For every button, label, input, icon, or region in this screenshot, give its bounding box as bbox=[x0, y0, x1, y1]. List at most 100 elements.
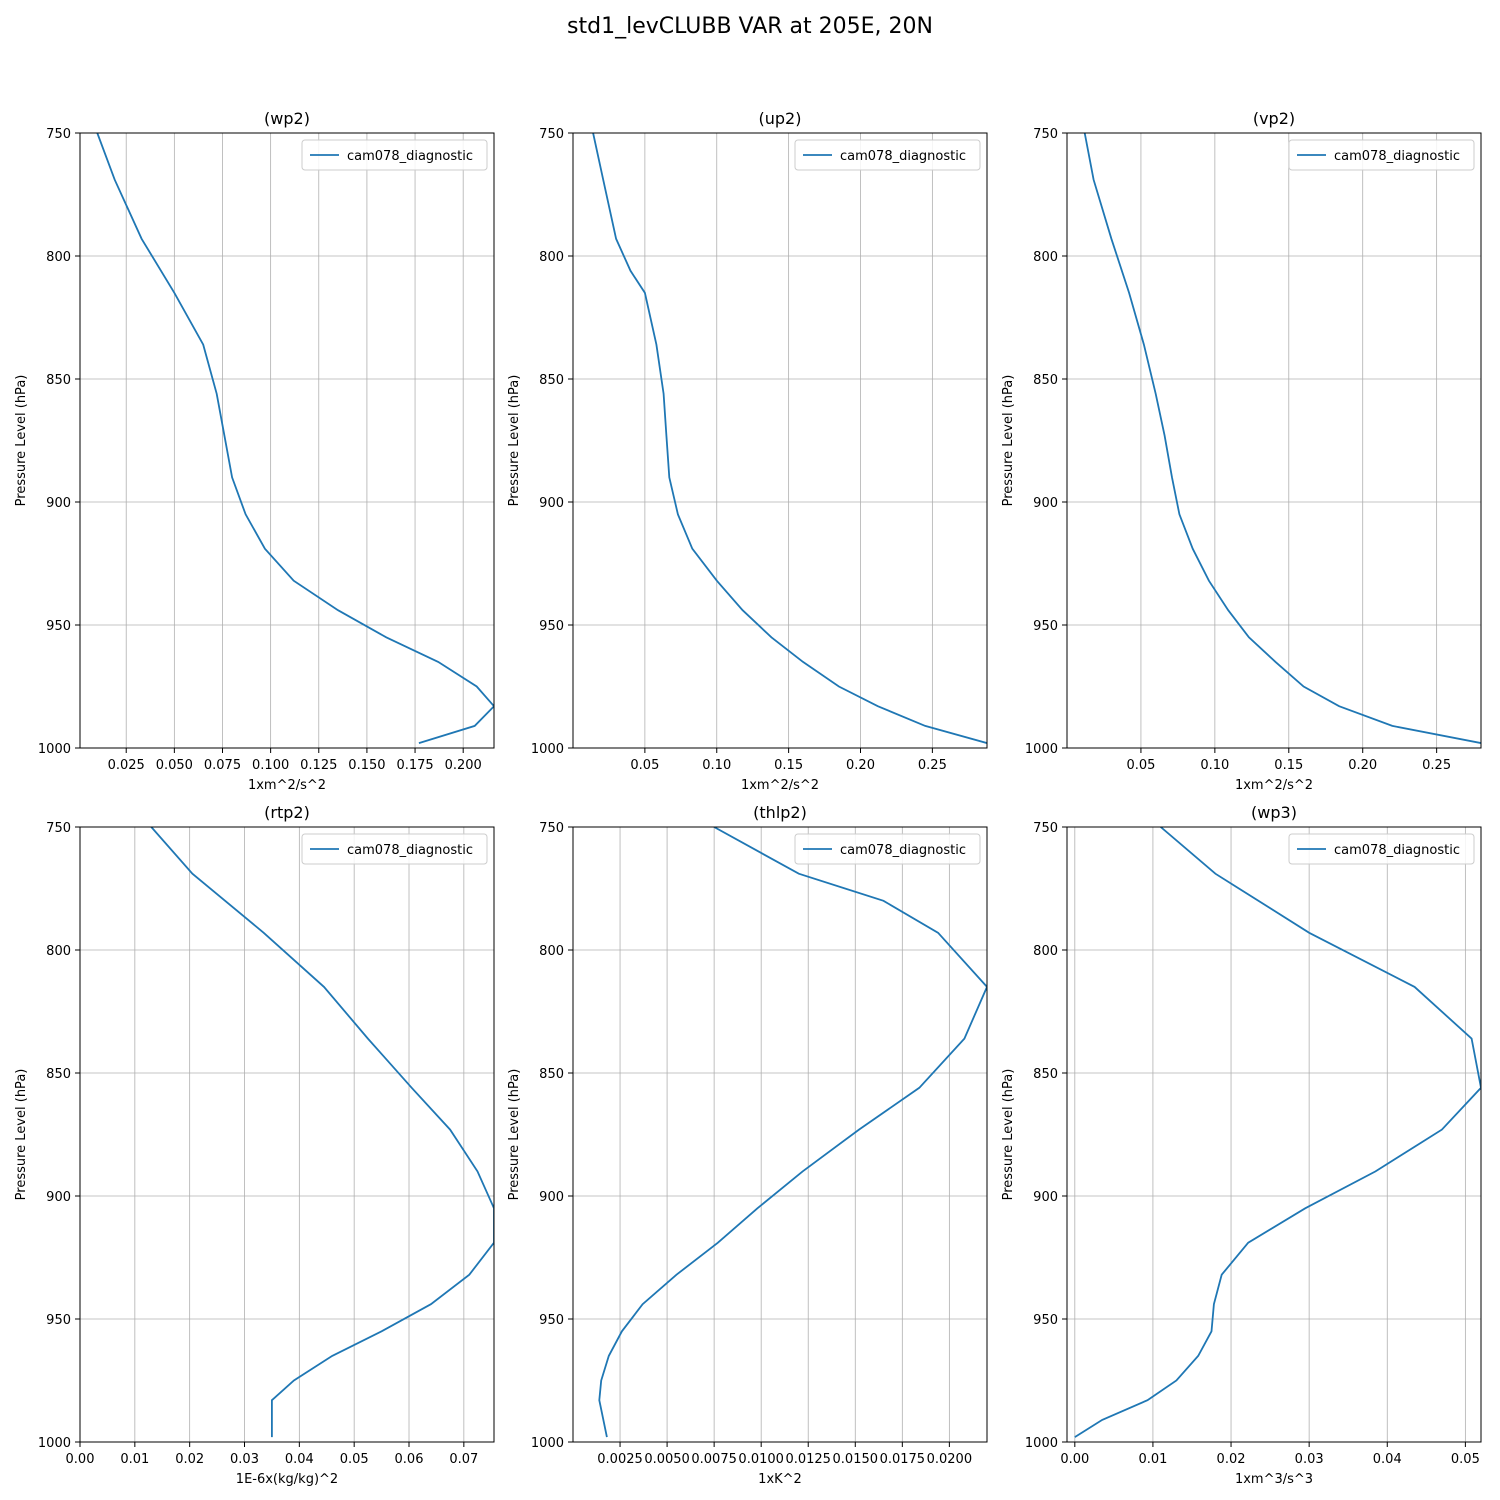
subplot-title: (up2) bbox=[759, 109, 802, 128]
x-tick-label: 0.10 bbox=[702, 758, 731, 773]
x-tick-label: 0.03 bbox=[1295, 1452, 1324, 1467]
x-tick-label: 0.0025 bbox=[597, 1452, 643, 1467]
x-axis-label: 1E-6x(kg/kg)^2 bbox=[236, 1472, 338, 1487]
x-axis-label: 1xm^3/s^3 bbox=[1235, 1472, 1313, 1487]
axes-frame bbox=[572, 132, 988, 749]
y-tick-label: 950 bbox=[46, 619, 71, 634]
y-tick-label: 900 bbox=[539, 496, 564, 511]
y-tick-label: 950 bbox=[1033, 1313, 1058, 1328]
y-tick-label: 850 bbox=[1033, 373, 1058, 388]
x-tick-label: 0.0200 bbox=[927, 1452, 973, 1467]
subplot-2: 0.05 0.10 0.15 0.20 0.25 750 800 850 900 950 1000 (… bbox=[507, 109, 988, 793]
x-axis-label: 1xm^2/s^2 bbox=[741, 778, 819, 793]
series-line bbox=[598, 827, 987, 1438]
x-tick-label: 0.06 bbox=[395, 1452, 424, 1467]
axes-frame bbox=[572, 826, 988, 1443]
x-tick-label: 0.20 bbox=[846, 758, 875, 773]
legend-label: cam078_diagnostic bbox=[347, 149, 473, 164]
x-tick-label: 0.10 bbox=[1200, 758, 1229, 773]
x-tick-label: 0.00 bbox=[1060, 1452, 1089, 1467]
axes-frame bbox=[79, 826, 495, 1443]
x-tick-label: 0.05 bbox=[1126, 758, 1155, 773]
x-tick-label: 0.04 bbox=[285, 1452, 314, 1467]
x-tick-label: 0.15 bbox=[774, 758, 803, 773]
y-tick-label: 850 bbox=[539, 373, 564, 388]
x-tick-label: 0.050 bbox=[156, 758, 193, 773]
y-tick-label: 900 bbox=[46, 496, 71, 511]
x-tick-label: 0.05 bbox=[630, 758, 659, 773]
subplot-title: (wp3) bbox=[1251, 803, 1297, 822]
legend: cam078_diagnostic bbox=[1288, 833, 1475, 865]
y-tick-label: 900 bbox=[1033, 1190, 1058, 1205]
y-tick-label: 900 bbox=[1033, 496, 1058, 511]
y-axis-label: Pressure Level (hPa) bbox=[1001, 375, 1016, 507]
x-tick-label: 0.025 bbox=[108, 758, 145, 773]
series-line bbox=[96, 133, 494, 744]
legend: cam078_diagnostic bbox=[301, 833, 488, 865]
x-tick-label: 0.175 bbox=[396, 758, 433, 773]
axes-frame bbox=[1066, 132, 1482, 749]
legend-box bbox=[794, 139, 981, 171]
y-tick-label: 950 bbox=[1033, 619, 1058, 634]
x-tick-label: 0.0150 bbox=[833, 1452, 879, 1467]
series-line bbox=[150, 827, 494, 1438]
x-tick-label: 0.05 bbox=[1451, 1452, 1480, 1467]
y-tick-label: 750 bbox=[1033, 821, 1058, 836]
y-tick-label: 1000 bbox=[531, 742, 564, 757]
y-tick-label: 850 bbox=[46, 1067, 71, 1082]
x-tick-label: 0.07 bbox=[449, 1452, 478, 1467]
y-tick-label: 1000 bbox=[531, 1436, 564, 1451]
x-tick-label: 0.0175 bbox=[880, 1452, 926, 1467]
y-tick-label: 750 bbox=[539, 821, 564, 836]
y-axis-label: Pressure Level (hPa) bbox=[1001, 1069, 1016, 1201]
y-tick-label: 800 bbox=[1033, 944, 1058, 959]
y-tick-label: 950 bbox=[539, 1313, 564, 1328]
legend-box bbox=[301, 139, 488, 171]
y-tick-label: 950 bbox=[539, 619, 564, 634]
y-tick-label: 800 bbox=[539, 944, 564, 959]
y-tick-label: 750 bbox=[46, 821, 71, 836]
x-tick-label: 0.04 bbox=[1373, 1452, 1402, 1467]
y-axis-label: Pressure Level (hPa) bbox=[14, 1069, 29, 1201]
y-tick-label: 800 bbox=[46, 250, 71, 265]
y-tick-label: 800 bbox=[1033, 250, 1058, 265]
x-tick-label: 0.01 bbox=[1138, 1452, 1167, 1467]
x-tick-label: 0.03 bbox=[230, 1452, 259, 1467]
subplot-title: (vp2) bbox=[1253, 109, 1295, 128]
y-tick-label: 850 bbox=[1033, 1067, 1058, 1082]
y-tick-label: 1000 bbox=[1025, 1436, 1058, 1451]
y-tick-label: 850 bbox=[46, 373, 71, 388]
series-line bbox=[1074, 827, 1481, 1438]
figure-title: std1_levCLUBB VAR at 205E, 20N bbox=[567, 14, 933, 39]
y-axis-label: Pressure Level (hPa) bbox=[14, 375, 29, 507]
legend-box bbox=[301, 833, 488, 865]
x-tick-label: 0.15 bbox=[1274, 758, 1303, 773]
y-tick-label: 800 bbox=[46, 944, 71, 959]
x-tick-label: 0.25 bbox=[1422, 758, 1451, 773]
x-tick-label: 0.125 bbox=[300, 758, 337, 773]
subplot-5: 0.0025 0.0050 0.0075 0.0100 0.0125 0.0150 0.01… bbox=[507, 803, 988, 1487]
subplot-4: 0.00 0.01 0.02 0.03 0.04 0.05 0.06 0.07 750 800 85… bbox=[14, 803, 495, 1487]
y-tick-label: 750 bbox=[46, 127, 71, 142]
x-tick-label: 0.02 bbox=[175, 1452, 204, 1467]
y-axis-label: Pressure Level (hPa) bbox=[507, 1069, 522, 1201]
x-tick-label: 0.0100 bbox=[738, 1452, 784, 1467]
legend-label: cam078_diagnostic bbox=[1334, 149, 1460, 164]
legend-label: cam078_diagnostic bbox=[840, 843, 966, 858]
x-tick-label: 0.075 bbox=[204, 758, 241, 773]
legend-box bbox=[1288, 139, 1475, 171]
x-tick-label: 0.02 bbox=[1217, 1452, 1246, 1467]
x-tick-label: 0.150 bbox=[348, 758, 385, 773]
x-tick-label: 0.100 bbox=[252, 758, 289, 773]
legend-label: cam078_diagnostic bbox=[1334, 843, 1460, 858]
x-tick-label: 0.20 bbox=[1348, 758, 1377, 773]
subplot-6: 0.00 0.01 0.02 0.03 0.04 0.05 750 800 850 900 950 1… bbox=[1001, 803, 1482, 1487]
x-tick-label: 0.25 bbox=[918, 758, 947, 773]
x-tick-label: 0.200 bbox=[445, 758, 482, 773]
series-line bbox=[592, 133, 987, 744]
y-tick-label: 800 bbox=[539, 250, 564, 265]
y-tick-label: 1000 bbox=[38, 1436, 71, 1451]
x-tick-label: 0.0050 bbox=[644, 1452, 690, 1467]
